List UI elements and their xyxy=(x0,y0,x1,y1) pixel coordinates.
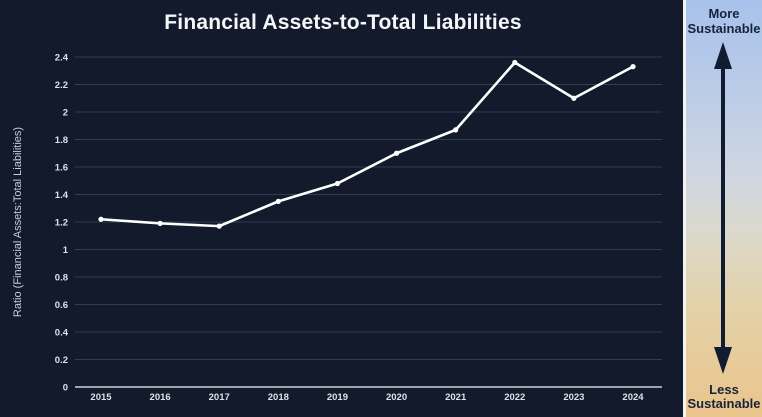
less-sustainable-label: Less Sustainable xyxy=(687,381,761,412)
line-chart-plot-area: 0 0.2 0.4 0.6 0.8 1 1.2 1.4 1.6 1.8 2 2.2 2.4 2015 201… xyxy=(55,53,662,403)
y-tick-label: 0.8 xyxy=(55,273,68,284)
y-tick-label: 0.4 xyxy=(55,328,69,339)
x-tick-label: 2023 xyxy=(563,392,584,403)
x-tick-label: 2019 xyxy=(327,392,348,403)
x-tick-label: 2016 xyxy=(150,392,171,403)
data-point-marker xyxy=(275,198,281,204)
y-tick-label: 2.2 xyxy=(55,80,68,91)
data-point-marker xyxy=(216,223,222,229)
y-tick-label: 1 xyxy=(63,245,69,256)
x-tick-label: 2018 xyxy=(268,392,289,403)
y-tick-label: 1.8 xyxy=(55,135,68,146)
x-tick-label: 2022 xyxy=(504,392,525,403)
chart-panel: Financial Assets-to-Total Liabilities Ra… xyxy=(12,11,662,403)
y-tick-label: 0.6 xyxy=(55,300,68,311)
y-tick-label: 1.6 xyxy=(55,163,68,174)
x-tick-label: 2024 xyxy=(622,392,644,403)
x-tick-label: 2021 xyxy=(445,392,467,403)
y-tick-label: 2.4 xyxy=(55,53,69,64)
data-line xyxy=(99,61,635,228)
y-tick-label: 1.2 xyxy=(55,218,68,229)
chart-title: Financial Assets-to-Total Liabilities xyxy=(164,11,522,34)
y-tick-label: 1.4 xyxy=(55,190,69,201)
double-arrow-icon xyxy=(714,42,732,374)
data-point-marker xyxy=(157,220,163,226)
sustainability-scale-sidebar: More Sustainable Less Sustainable xyxy=(683,0,762,417)
y-tick-label: 2 xyxy=(63,108,68,119)
data-point-marker xyxy=(512,59,518,66)
data-point-marker xyxy=(571,95,577,101)
data-point-marker xyxy=(393,150,400,156)
x-tick-label: 2020 xyxy=(386,392,407,403)
x-tick-label: 2015 xyxy=(90,392,112,403)
data-point-marker xyxy=(630,64,636,70)
data-point-marker xyxy=(453,127,459,133)
more-sustainable-label: More Sustainable xyxy=(687,6,761,36)
y-tick-label: 0.2 xyxy=(55,355,68,366)
data-point-marker xyxy=(98,216,104,222)
data-point-marker xyxy=(334,180,341,187)
y-tick-label: 0 xyxy=(63,383,68,394)
x-tick-label: 2017 xyxy=(209,392,230,403)
